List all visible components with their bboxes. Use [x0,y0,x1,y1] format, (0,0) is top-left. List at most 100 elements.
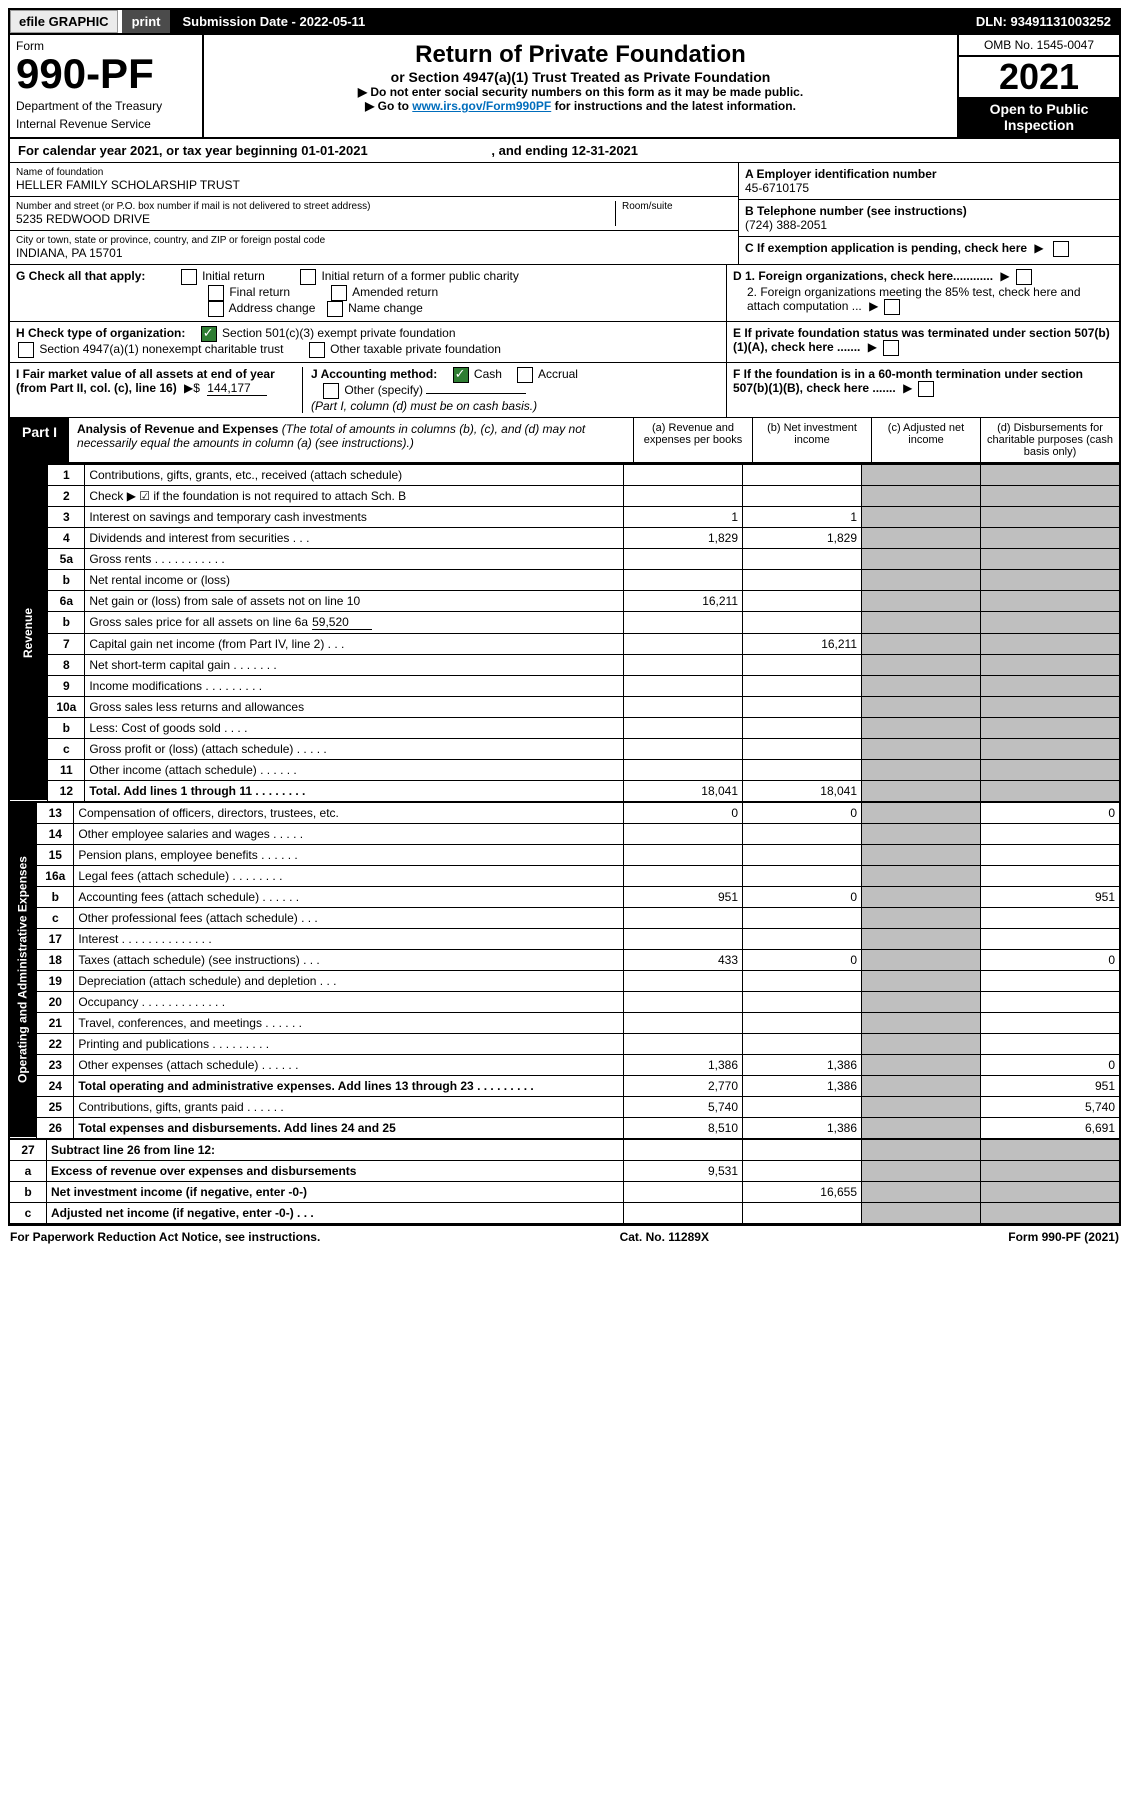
e-checkbox[interactable] [883,340,899,356]
row-label: Travel, conferences, and meetings . . . … [74,1012,624,1033]
g-checkbox-3[interactable] [208,301,224,317]
row-number: 14 [37,823,74,844]
j-label: J Accounting method: [311,367,437,381]
revenue-table: Revenue1Contributions, gifts, grants, et… [8,464,1121,802]
cell-c [862,1033,981,1054]
cell-a [624,633,743,654]
table-row: 11Other income (attach schedule) . . . .… [9,759,1120,780]
cell-b [743,928,862,949]
cell-d [981,1012,1121,1033]
cell-d [981,1181,1121,1202]
i-value: 144,177 [207,381,267,396]
row-number: c [9,1202,47,1224]
j-note: (Part I, column (d) must be on cash basi… [311,399,537,413]
j-cash-checkbox[interactable] [453,367,469,383]
cell-a [624,970,743,991]
print-button[interactable]: print [122,10,171,33]
g-checkbox-1[interactable] [181,269,197,285]
g-checkbox-4[interactable] [300,269,316,285]
row-label: Gross profit or (loss) (attach schedule)… [85,738,624,759]
cell-c [862,802,981,823]
c-cell: C If exemption application is pending, c… [739,237,1119,261]
f-checkbox[interactable] [918,381,934,397]
cell-a [624,907,743,928]
cell-b [743,844,862,865]
g-checkbox-2[interactable] [208,285,224,301]
d1-checkbox[interactable] [1016,269,1032,285]
cell-c [862,970,981,991]
submission-value: 2022-05-11 [300,14,366,29]
cell-b [743,548,862,569]
cell-b [743,485,862,506]
cell-c [862,1160,981,1181]
cell-c [862,548,981,569]
cell-d [981,928,1121,949]
cell-a [624,1012,743,1033]
table-row: bGross sales price for all assets on lin… [9,611,1120,633]
cell-c [862,485,981,506]
cell-c [862,738,981,759]
cell-d [981,907,1121,928]
row-number: 19 [37,970,74,991]
j-accrual-checkbox[interactable] [517,367,533,383]
cell-c [862,1181,981,1202]
g-checkbox-6[interactable] [327,301,343,317]
c-checkbox[interactable] [1053,241,1069,257]
row-label: Occupancy . . . . . . . . . . . . . [74,991,624,1012]
row-number: 15 [37,844,74,865]
row-label: Interest . . . . . . . . . . . . . . [74,928,624,949]
row-label: Net investment income (if negative, ente… [47,1181,624,1202]
g-checkbox-5[interactable] [331,285,347,301]
h-opt-2: Section 4947(a)(1) nonexempt charitable … [39,342,283,356]
cell-b [743,759,862,780]
side-label: Operating and Administrative Expenses [9,802,37,1138]
cell-d [981,590,1121,611]
table-row: bNet investment income (if negative, ent… [9,1181,1120,1202]
row-label: Contributions, gifts, grants paid . . . … [74,1096,624,1117]
row-label: Accounting fees (attach schedule) . . . … [74,886,624,907]
cell-d [981,844,1121,865]
cal-end: , and ending 12-31-2021 [491,143,638,158]
cell-c [862,844,981,865]
h-checkbox-3[interactable] [309,342,325,358]
irs-link[interactable]: www.irs.gov/Form990PF [412,99,551,113]
efile-button[interactable]: efile GRAPHIC [10,10,118,33]
row-label: Check ▶ ☑ if the foundation is not requi… [85,485,624,506]
cell-b: 16,211 [743,633,862,654]
e-block: E If private foundation status was termi… [726,322,1119,362]
h-checkbox-2[interactable] [18,342,34,358]
cell-a: 9,531 [624,1160,743,1181]
cell-b [743,654,862,675]
cell-c [862,611,981,633]
part1-desc: Analysis of Revenue and Expenses (The to… [69,418,633,462]
cell-c [862,1096,981,1117]
page-title: Return of Private Foundation [214,41,947,69]
j-other-checkbox[interactable] [323,383,339,399]
cell-c [862,633,981,654]
cell-c [862,696,981,717]
cell-a [624,548,743,569]
cell-d: 5,740 [981,1096,1121,1117]
cell-d [981,1160,1121,1181]
d-block: D 1. Foreign organizations, check here..… [726,265,1119,321]
cell-d [981,548,1121,569]
j-other-line [426,393,526,394]
row-number: a [9,1160,47,1181]
row-label: Excess of revenue over expenses and disb… [47,1160,624,1181]
table-row: 18Taxes (attach schedule) (see instructi… [9,949,1120,970]
h-checkbox-1[interactable] [201,326,217,342]
footer-mid: Cat. No. 11289X [620,1230,709,1244]
table-row: 15Pension plans, employee benefits . . .… [9,844,1120,865]
cell-d [981,654,1121,675]
cell-c [862,823,981,844]
cell-a [624,464,743,485]
cell-d [981,569,1121,590]
info-grid: Name of foundation HELLER FAMILY SCHOLAR… [8,163,1121,265]
h-opt-3: Other taxable private foundation [330,342,501,356]
h-opt-1: Section 501(c)(3) exempt private foundat… [222,326,455,340]
row-number: 11 [48,759,85,780]
header-block: Form 990-PF Department of the Treasury I… [8,35,1121,139]
d2-checkbox[interactable] [884,299,900,315]
addr-cell: Number and street (or P.O. box number if… [10,197,738,231]
table-row: 14Other employee salaries and wages . . … [9,823,1120,844]
